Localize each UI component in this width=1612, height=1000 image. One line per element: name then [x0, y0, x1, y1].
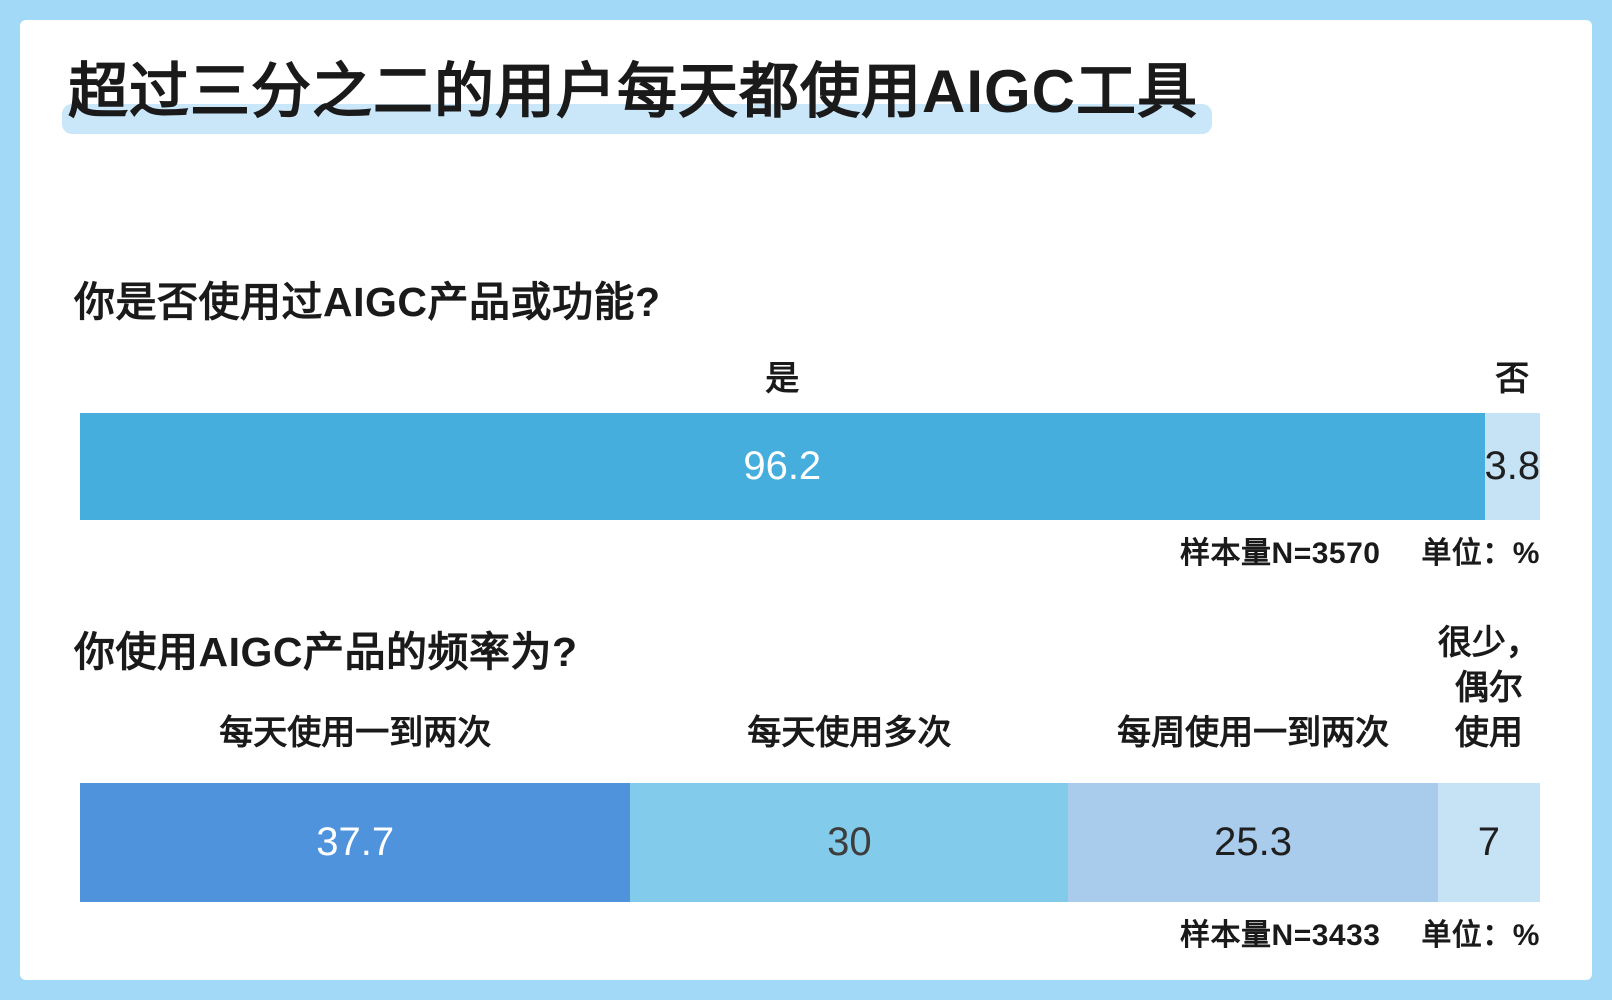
- chart1-unit-label: 单位：%: [1421, 537, 1540, 570]
- chart1-note: 样本量N=3570 单位：%: [80, 528, 1540, 572]
- bar-segment-value: 96.2: [743, 444, 822, 488]
- category-label-text: 每天使用一到两次: [219, 714, 492, 753]
- bar-segment: 7: [1437, 783, 1540, 902]
- category-label-text: 很少， 偶尔 使用: [1437, 624, 1540, 753]
- bar-segment-value: 30: [827, 820, 872, 864]
- chart2-question: 你使用AIGC产品的频率为?: [74, 629, 578, 675]
- category-label-text: 是: [765, 360, 800, 399]
- category-label: 每天使用一到两次: [80, 711, 630, 756]
- category-label: 很少， 偶尔 使用: [1438, 621, 1540, 756]
- bar-segment: 96.2: [80, 413, 1485, 520]
- chart1-sample-size-label: 样本量N=3570: [1180, 537, 1381, 570]
- chart2-stacked-bar: 37.7 30 25.3 7: [80, 783, 1540, 902]
- chart2-sample-size-label: 样本量N=3433: [1180, 919, 1381, 952]
- chart2-category-labels-row: 每天使用一到两次 每天使用多次 每周使用一到两次 很少， 偶尔 使用: [80, 624, 1540, 756]
- bar-segment: 25.3: [1068, 783, 1438, 902]
- chart1-question: 你是否使用过AIGC产品或功能?: [74, 279, 661, 325]
- chart-aigc-usage: 是否 96.2 3.8 样本量N=3570 单位：%: [80, 352, 1540, 572]
- bar-segment: 37.7: [80, 783, 631, 902]
- page-title-text: 超过三分之二的用户每天都使用AIGC工具: [68, 58, 1198, 125]
- category-label: 每周使用一到两次: [1068, 711, 1437, 756]
- category-label-text: 否: [1495, 360, 1530, 399]
- chart1-stacked-bar: 96.2 3.8: [80, 413, 1540, 520]
- chart1-category-labels-row: 是否: [80, 352, 1540, 402]
- page-title: 超过三分之二的用户每天都使用AIGC工具: [62, 50, 1212, 134]
- category-label-text: 每天使用多次: [747, 714, 952, 753]
- chart2-unit-label: 单位：%: [1421, 919, 1540, 952]
- bar-segment: 30: [630, 783, 1069, 902]
- chart-aigc-frequency: 每天使用一到两次 每天使用多次 每周使用一到两次 很少， 偶尔 使用 37.7 30 25.3…: [80, 624, 1540, 954]
- category-label-text: 每周使用一到两次: [1117, 714, 1390, 753]
- bar-segment-value: 25.3: [1214, 820, 1293, 864]
- bar-segment-value: 7: [1477, 820, 1500, 864]
- category-label: 是: [80, 357, 1485, 402]
- bar-segment-value: 37.7: [316, 820, 395, 864]
- category-label: 每天使用多次: [630, 711, 1068, 756]
- chart2-note: 样本量N=3433 单位：%: [80, 910, 1540, 954]
- bar-segment-value: 3.8: [1484, 444, 1541, 488]
- infographic-canvas: 超过三分之二的用户每天都使用AIGC工具 你是否使用过AIGC产品或功能? 是否…: [20, 20, 1592, 980]
- title-highlight-bar: [62, 104, 1212, 134]
- category-label: 否: [1485, 357, 1540, 402]
- bar-segment: 3.8: [1484, 413, 1541, 520]
